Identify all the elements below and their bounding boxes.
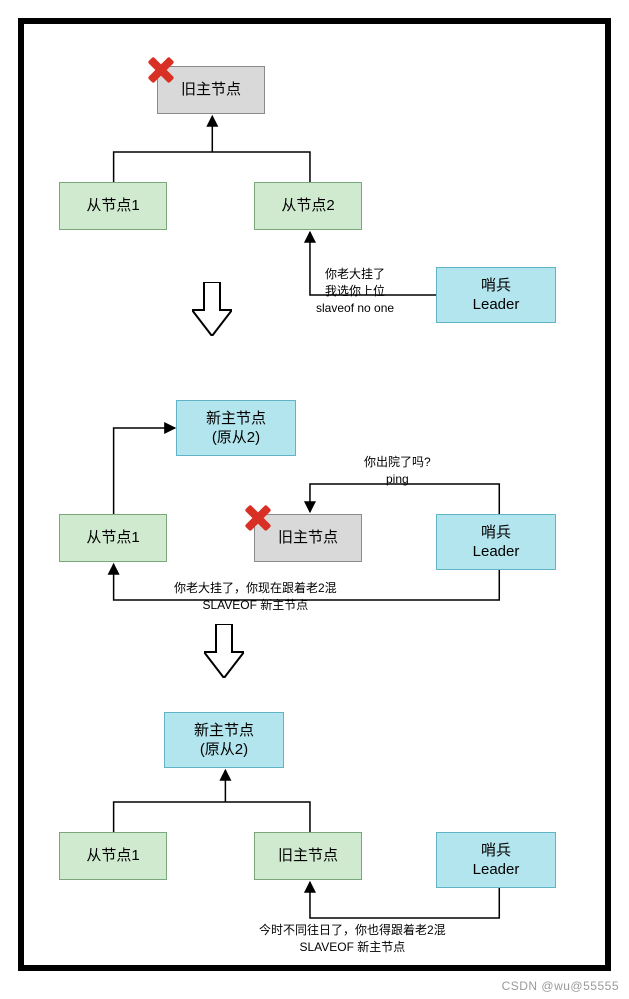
outer-frame: 旧主节点 从节点1 从节点2 哨兵 Leader 你老大挂了 我选你上位 sla…	[0, 0, 629, 999]
node-slave1-2: 从节点1	[59, 514, 167, 562]
edge-label-slaveof-2: 今时不同往日了，你也得跟着老2混 SLAVEOF 新主节点	[259, 922, 446, 956]
stage-arrow-2	[204, 624, 244, 678]
cross-icon	[243, 503, 273, 533]
edge-label-ping: 你出院了吗? ping	[364, 454, 431, 488]
node-slave2-1: 从节点2	[254, 182, 362, 230]
node-label: 从节点1	[86, 528, 139, 548]
node-label: 从节点2	[281, 196, 334, 216]
node-slave1-1: 从节点1	[59, 182, 167, 230]
node-label: 从节点1	[86, 196, 139, 216]
node-sentinel-1: 哨兵 Leader	[436, 267, 556, 323]
node-sentinel-3: 哨兵 Leader	[436, 832, 556, 888]
node-label: 哨兵 Leader	[473, 523, 520, 562]
node-new-master-2: 新主节点 (原从2)	[176, 400, 296, 456]
node-label: 哨兵 Leader	[473, 841, 520, 880]
edge-label-promote: 你老大挂了 我选你上位 slaveof no one	[316, 266, 394, 316]
stage-arrow-1	[192, 282, 232, 336]
cross-icon	[146, 55, 176, 85]
node-label: 从节点1	[86, 846, 139, 866]
node-label: 新主节点 (原从2)	[206, 409, 266, 448]
edge-label-slaveof-1: 你老大挂了，你现在跟着老2混 SLAVEOF 新主节点	[174, 580, 337, 614]
diagram-frame: 旧主节点 从节点1 从节点2 哨兵 Leader 你老大挂了 我选你上位 sla…	[18, 18, 611, 971]
node-label: 哨兵 Leader	[473, 276, 520, 315]
edges-layer	[24, 24, 605, 965]
node-label: 旧主节点	[278, 528, 338, 548]
diagram-canvas: 旧主节点 从节点1 从节点2 哨兵 Leader 你老大挂了 我选你上位 sla…	[24, 24, 605, 965]
node-sentinel-2: 哨兵 Leader	[436, 514, 556, 570]
node-old-master-2: 旧主节点	[254, 514, 362, 562]
node-label: 旧主节点	[181, 80, 241, 100]
node-old-master-3: 旧主节点	[254, 832, 362, 880]
node-old-master-1: 旧主节点	[157, 66, 265, 114]
node-label: 新主节点 (原从2)	[194, 721, 254, 760]
node-slave1-3: 从节点1	[59, 832, 167, 880]
node-label: 旧主节点	[278, 846, 338, 866]
watermark: CSDN @wu@55555	[502, 979, 619, 993]
node-new-master-3: 新主节点 (原从2)	[164, 712, 284, 768]
